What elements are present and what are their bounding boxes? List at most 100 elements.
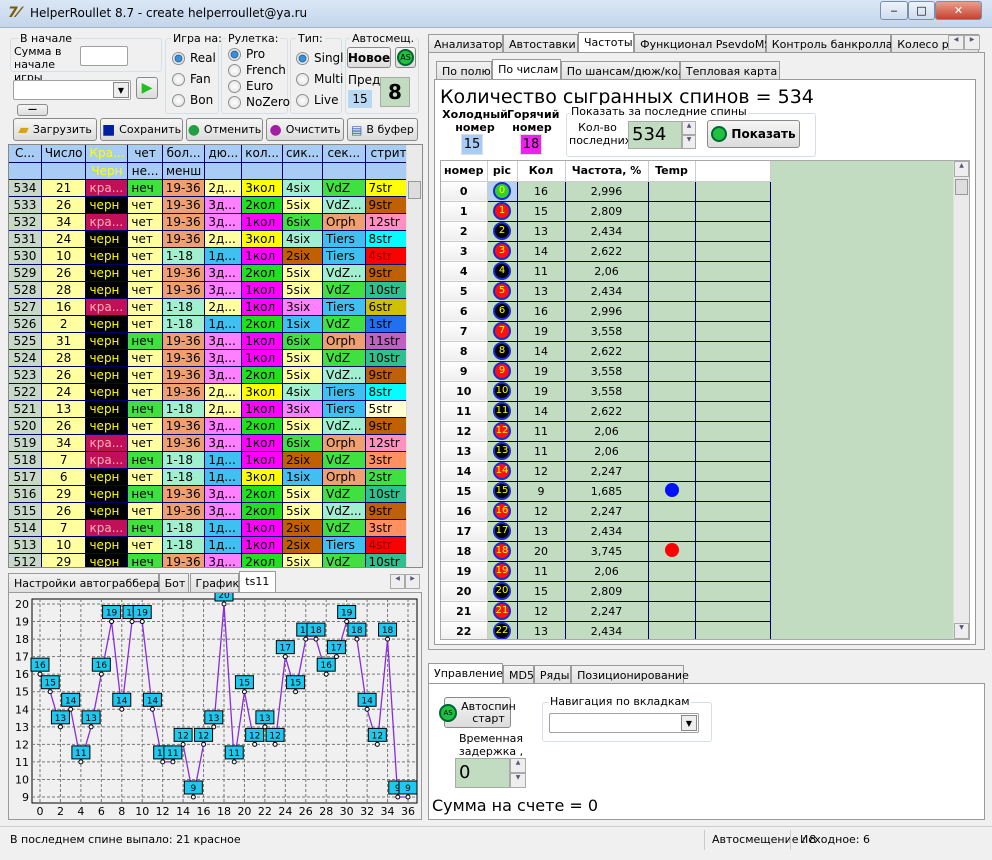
tab-left-arrow-icon[interactable]: ◀ <box>390 574 405 589</box>
radio-button-icon[interactable] <box>228 47 241 61</box>
right-tab-scroll[interactable]: ◀ ▶ <box>948 35 982 50</box>
table-row[interactable]: 12 12 11 2,06 <box>441 421 771 442</box>
table-row[interactable]: 518 7 кра... неч 1-18 1д... 1кол 2six VdZ 3str <box>9 451 422 469</box>
nav-combo[interactable]: ▼ <box>549 713 699 733</box>
table-row[interactable]: 525 31 черн неч 19-36 3д... 1кол 6six Orph 11str <box>9 332 422 350</box>
new-button[interactable]: Новое <box>347 47 391 68</box>
tab-4[interactable]: Контроль банкролла <box>765 34 893 53</box>
close-button[interactable]: ✕ <box>935 1 982 20</box>
table-row[interactable]: 524 28 черн чет 19-36 3д... 1кол 5six VdZ 10str <box>9 349 422 367</box>
table-row[interactable]: 5 5 13 2,434 <box>441 281 771 302</box>
step-up-icon[interactable]: ▲ <box>682 121 696 135</box>
column-header[interactable]: Кра... <box>85 145 129 163</box>
column-header[interactable]: Число <box>41 145 87 163</box>
load-button[interactable]: ▰ Загрузить <box>13 118 97 141</box>
column-header[interactable]: Черн <box>85 162 129 180</box>
column-header[interactable]: не... <box>127 162 163 180</box>
column-header[interactable]: кол... <box>241 145 283 163</box>
table-row[interactable]: 11 11 14 2,622 <box>441 401 771 422</box>
radio-euro[interactable]: Euro <box>228 79 273 93</box>
tab-3[interactable]: Функционал PsevdoMS <box>634 34 771 53</box>
left-tab-scroll[interactable]: ◀ ▶ <box>390 574 420 589</box>
minus-button[interactable]: — <box>17 104 48 116</box>
table-row[interactable]: 529 26 черн чет 19-36 3д... 2кол 5six VdZ... 9str <box>9 264 422 282</box>
copy-button[interactable]: ▤ В буфер <box>347 118 418 141</box>
radio-button-icon[interactable] <box>296 72 309 86</box>
autospin-button[interactable]: AS Автоспин старт <box>439 697 516 728</box>
tab-2[interactable]: Частоты <box>578 32 635 54</box>
table-row[interactable]: 17 17 13 2,434 <box>441 521 771 542</box>
table-row[interactable]: 14 14 12 2,247 <box>441 461 771 482</box>
chevron-down-icon[interactable]: ▼ <box>681 715 697 731</box>
table-row[interactable]: 520 26 черн чет 19-36 3д... 2кол 5six VdZ... 9str <box>9 417 422 435</box>
table-row[interactable]: 531 24 черн чет 19-36 2д... 3кол 4six Tiers 8str <box>9 230 422 248</box>
column-header[interactable] <box>282 162 324 180</box>
spins-scrollbar[interactable] <box>406 145 422 567</box>
column-header[interactable]: номер <box>441 161 488 182</box>
scroll-thumb[interactable] <box>408 181 421 199</box>
delay-input[interactable]: 0 <box>455 758 510 788</box>
tab-0[interactable]: Настройки автограббера <box>8 573 160 592</box>
count-input[interactable]: 534 <box>628 121 682 149</box>
radio-button-icon[interactable] <box>172 72 185 86</box>
table-row[interactable]: 512 29 черн неч 19-36 3д... 2кол 5six VdZ 10str <box>9 553 422 567</box>
column-header[interactable]: Частота, % <box>565 161 649 182</box>
tab-2[interactable]: Ряды <box>533 665 572 684</box>
tab-1[interactable]: По числам <box>492 59 561 81</box>
table-row[interactable]: 1 1 15 2,809 <box>441 201 771 222</box>
column-header[interactable]: Temp <box>648 161 696 182</box>
table-row[interactable]: 6 6 16 2,996 <box>441 301 771 322</box>
table-row[interactable]: 3 3 14 2,622 <box>441 241 771 262</box>
tab-1[interactable]: MD5 <box>503 665 534 684</box>
radio-fan[interactable]: Fan <box>172 72 211 86</box>
delay-stepper[interactable]: ▲ ▼ <box>510 758 526 788</box>
table-row[interactable]: 0 0 16 2,996 <box>441 181 771 202</box>
column-header[interactable] <box>204 162 243 180</box>
maximize-button[interactable]: □ <box>908 1 935 20</box>
radio-multi[interactable]: Multi <box>296 72 343 86</box>
table-row[interactable]: 534 21 кра... неч 19-36 2д... 3кол 4six VdZ 7str <box>9 179 422 197</box>
table-row[interactable]: 523 26 черн чет 19-36 3д... 2кол 5six VdZ... 9str <box>9 366 422 384</box>
table-row[interactable]: 16 16 12 2,247 <box>441 501 771 522</box>
table-row[interactable]: 9 9 19 3,558 <box>441 361 771 382</box>
game-combo[interactable]: ▼ <box>13 80 131 100</box>
table-row[interactable]: 517 6 черн чет 1-18 1д... 3кол 1six Orph 2str <box>9 468 422 486</box>
scroll-thumb[interactable] <box>955 179 968 195</box>
table-row[interactable]: 4 4 11 2,06 <box>441 261 771 282</box>
clear-button[interactable]: ● Очистить <box>266 118 344 141</box>
chevron-down-icon[interactable]: ▼ <box>113 82 129 98</box>
radio-pro[interactable]: Pro <box>228 47 265 61</box>
tab-3[interactable]: Тепловая карта <box>679 61 781 80</box>
table-row[interactable]: 526 2 черн чет 1-18 1д... 2кол 1six VdZ 1str <box>9 315 422 333</box>
radio-button-icon[interactable] <box>228 79 241 93</box>
undo-button[interactable]: ● Отменить <box>186 118 263 141</box>
table-row[interactable]: 514 7 кра... неч 1-18 1д... 1кол 2six VdZ 3str <box>9 519 422 537</box>
table-row[interactable]: 521 13 черн неч 1-18 2д... 1кол 3six Tiers 5str <box>9 400 422 418</box>
column-header[interactable]: ріс <box>487 161 518 182</box>
table-row[interactable]: 533 26 черн чет 19-36 3д... 2кол 5six VdZ... 9str <box>9 196 422 214</box>
radio-button-icon[interactable] <box>172 51 185 65</box>
tab-0[interactable]: Анализатор <box>428 34 503 53</box>
step-down-icon[interactable]: ▼ <box>510 773 526 788</box>
tab-left-arrow-icon[interactable]: ◀ <box>948 35 964 50</box>
column-header[interactable] <box>241 162 283 180</box>
table-row[interactable]: 516 29 черн неч 19-36 3д... 2кол 5six VdZ 10str <box>9 485 422 503</box>
table-row[interactable]: 532 34 кра... чет 19-36 3д... 1кол 6six Orph 12st… <box>9 213 422 231</box>
radio-singl[interactable]: Singl <box>296 51 344 65</box>
tab-2[interactable]: По шансам/дюж/кол <box>560 61 685 80</box>
step-down-icon[interactable]: ▼ <box>682 135 696 149</box>
tab-3[interactable]: Позиционирование <box>571 665 689 684</box>
table-row[interactable]: 13 13 11 2,06 <box>441 441 771 462</box>
table-row[interactable]: 519 34 кра... чет 19-36 3д... 1кол 6six Orph 12st… <box>9 434 422 452</box>
show-button[interactable]: Показать <box>707 120 800 148</box>
start-sum-input[interactable] <box>80 46 128 66</box>
minimize-button[interactable]: ‒ <box>880 1 908 20</box>
table-row[interactable]: 21 21 12 2,247 <box>441 601 771 622</box>
column-header[interactable]: дю... <box>204 145 243 163</box>
tab-0[interactable]: По полю <box>436 61 493 80</box>
column-header[interactable]: Кол <box>517 161 566 182</box>
count-stepper[interactable]: ▲ ▼ <box>682 121 696 149</box>
radio-button-icon[interactable] <box>172 93 185 107</box>
column-header[interactable]: менш <box>162 162 206 180</box>
column-header[interactable]: сик... <box>282 145 324 163</box>
